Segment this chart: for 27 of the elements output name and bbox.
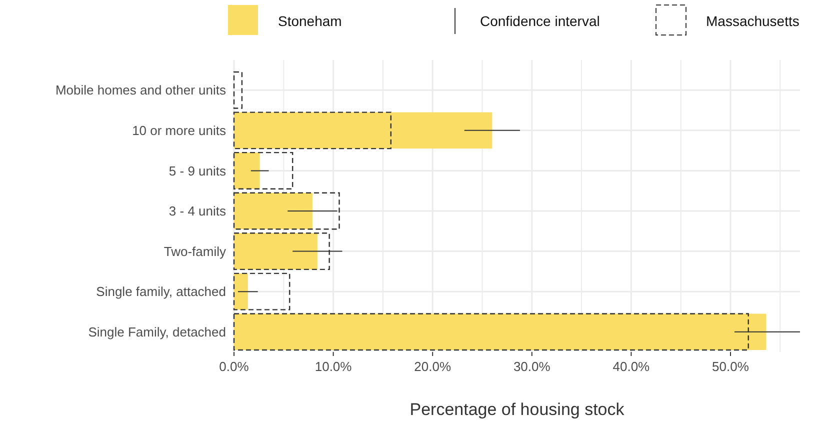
bar [233,152,294,190]
x-axis-title: Percentage of housing stock [410,400,625,419]
y-tick-label: Two-family [164,244,226,259]
y-tick-label: 10 or more units [132,122,226,138]
bar [233,71,243,109]
x-tick-label: 50.0% [712,359,750,374]
bar [234,152,260,189]
bar [234,233,318,270]
bar [234,273,248,310]
legend-label: Stoneham [278,13,342,29]
legend-label: Massachusetts [706,13,800,29]
bar [233,192,340,230]
bar [234,112,492,149]
bar [234,192,312,230]
y-tick-label: 5 - 9 units [168,163,226,178]
y-tick-label: 3 - 4 units [168,204,226,219]
bar [233,272,290,310]
y-tick-label: Single Family, detached [88,324,226,340]
x-tick-label: 40.0% [612,359,650,374]
x-tick-label: 30.0% [513,359,551,374]
bar [233,112,392,150]
x-tick-label: 0.0% [219,359,250,374]
x-tick-label: 10.0% [314,359,352,374]
text: Confidence interval [480,13,600,29]
x-tick-label: 20.0% [414,359,452,374]
y-tick-label: Mobile homes and other units [55,82,226,98]
y-tick-label: Single family, attached [96,284,226,300]
